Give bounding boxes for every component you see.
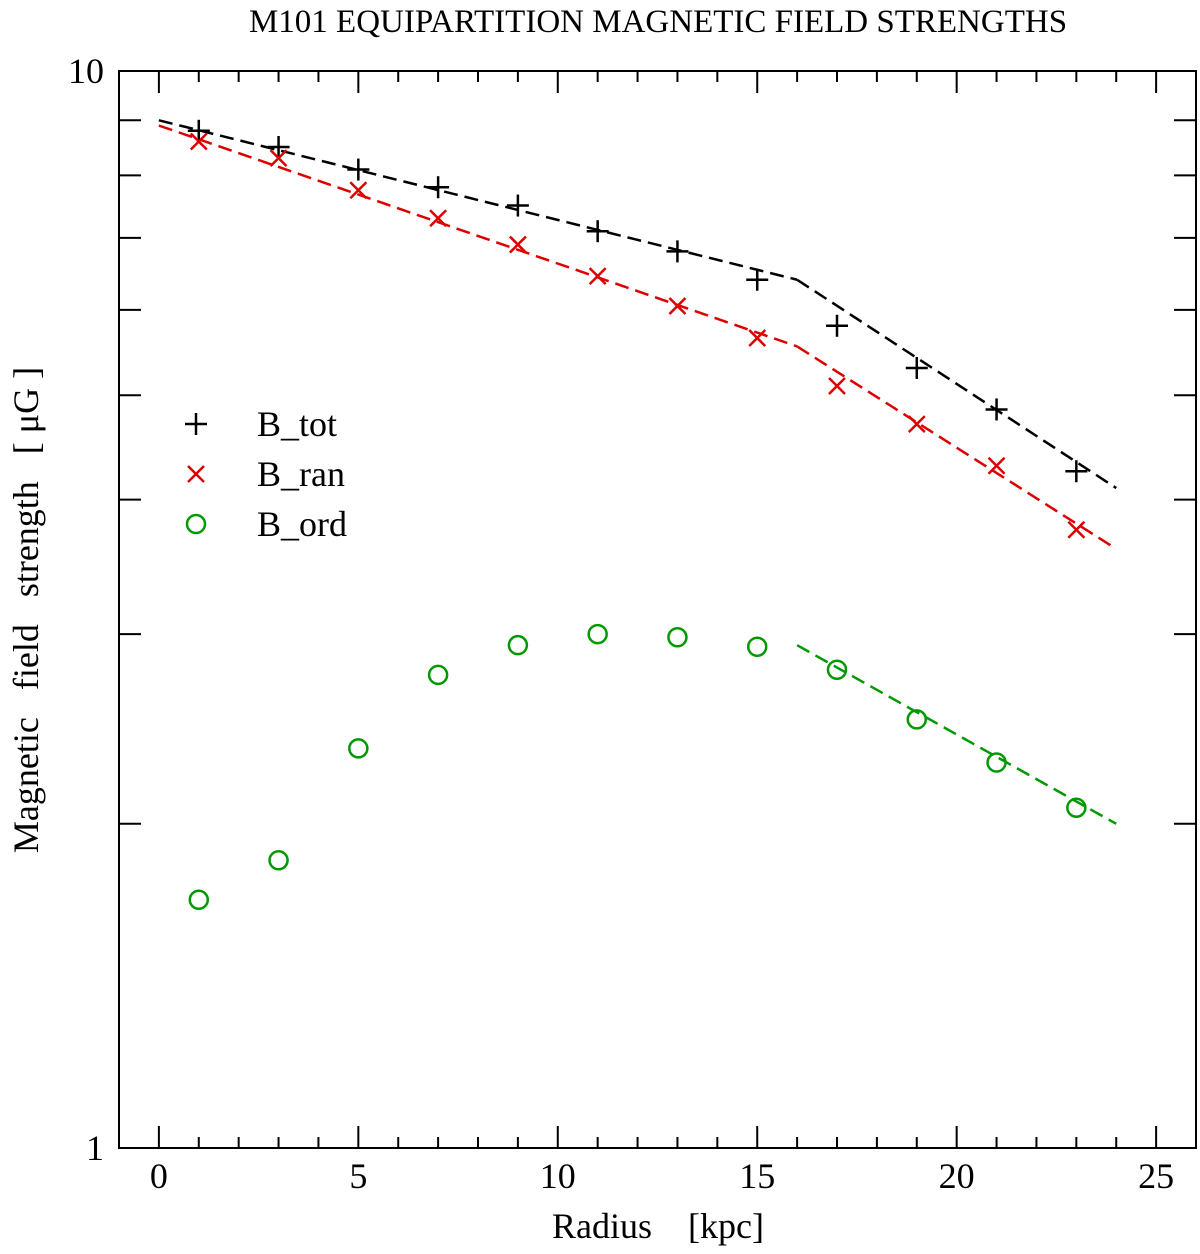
cross-b (828, 377, 846, 395)
point-b-tot (347, 158, 370, 181)
y-axis-label: Magnetic field strength [ μG ] (6, 367, 46, 853)
point-b-ord (188, 889, 210, 911)
point-b-tot (506, 194, 529, 217)
point-b-ran (349, 181, 368, 200)
fit-line-b-tot (796, 278, 1117, 490)
point-b-tot (985, 398, 1008, 421)
legend-label-b-ord: B_ord (257, 504, 347, 544)
cross-b (987, 456, 1006, 475)
legend-marker-b-ord (185, 513, 207, 535)
point-b-tot (746, 268, 769, 291)
point-b-ord (906, 709, 928, 730)
ticks-layer: 0 5 10 15 20 25 1 10 (68, 51, 1196, 1196)
cross-b (1067, 520, 1086, 539)
point-b-ord (427, 664, 449, 686)
x-tick-label: 10 (540, 1156, 576, 1196)
fit-line-b-ord (796, 644, 1117, 825)
point-b-tot (267, 136, 290, 159)
cross-b (907, 415, 926, 434)
fit-line-b-tot (158, 119, 798, 281)
cross-b (187, 465, 205, 483)
point-b-tot (1065, 460, 1088, 483)
point-b-ran (588, 267, 607, 285)
x-tick-label: 0 (150, 1156, 168, 1196)
point-b-tot (905, 356, 928, 379)
point-b-ran (668, 297, 687, 315)
point-b-tot (666, 240, 689, 263)
cross-b (429, 209, 447, 228)
legend: B_tot B_ran B_ord (185, 404, 347, 544)
cross-b (668, 297, 687, 315)
cross-b (509, 235, 527, 254)
point-b-ran (907, 415, 926, 434)
legend-marker-b-tot (185, 413, 207, 435)
x-tick-label: 20 (939, 1156, 975, 1196)
x-tick-label: 5 (349, 1156, 367, 1196)
point-b-ran (429, 209, 447, 228)
cross-b (748, 329, 767, 347)
point-b-ord (826, 659, 848, 681)
point-b-tot (586, 220, 609, 243)
cross-b (269, 149, 288, 168)
point-b-ran (1067, 520, 1086, 539)
y-tick-label: 10 (68, 51, 104, 91)
point-b-ran (269, 149, 288, 168)
point-b-ran (987, 456, 1006, 475)
plot-frame (118, 70, 1197, 1149)
point-b-ran (509, 235, 527, 254)
chart-title: M101 EQUIPARTITION MAGNETIC FIELD STRENG… (249, 4, 1067, 40)
fit-line-b-ran (796, 345, 1117, 550)
point-b-ord (348, 738, 369, 759)
point-b-ord (667, 627, 688, 648)
x-tick-label: 15 (739, 1156, 775, 1196)
point-b-ran (748, 329, 767, 347)
legend-marker-b-ran (187, 465, 205, 483)
point-b-tot (187, 119, 210, 142)
legend-label-b-tot: B_tot (257, 404, 337, 444)
legend-label-b-ran: B_ran (257, 454, 345, 494)
point-b-tot (826, 314, 848, 337)
point-b-ord (507, 634, 529, 656)
cross-b (349, 181, 368, 200)
point-b-ord (986, 752, 1007, 773)
point-b-ord (268, 850, 289, 871)
x-axis-label: Radius [kpc] (552, 1206, 764, 1246)
point-b-ran (189, 132, 208, 151)
y-tick-label: 1 (86, 1128, 104, 1168)
fit-line-b-ran (158, 124, 798, 348)
point-b-tot (427, 176, 450, 199)
cross-b (189, 132, 208, 151)
point-b-ran (828, 377, 846, 395)
data-markers (187, 119, 1088, 911)
x-tick-label: 25 (1138, 1156, 1174, 1196)
fit-lines (158, 119, 1117, 825)
point-b-ord (587, 623, 608, 645)
cross-b (588, 267, 607, 285)
point-b-ord (1066, 797, 1087, 818)
point-b-ord (746, 636, 768, 658)
